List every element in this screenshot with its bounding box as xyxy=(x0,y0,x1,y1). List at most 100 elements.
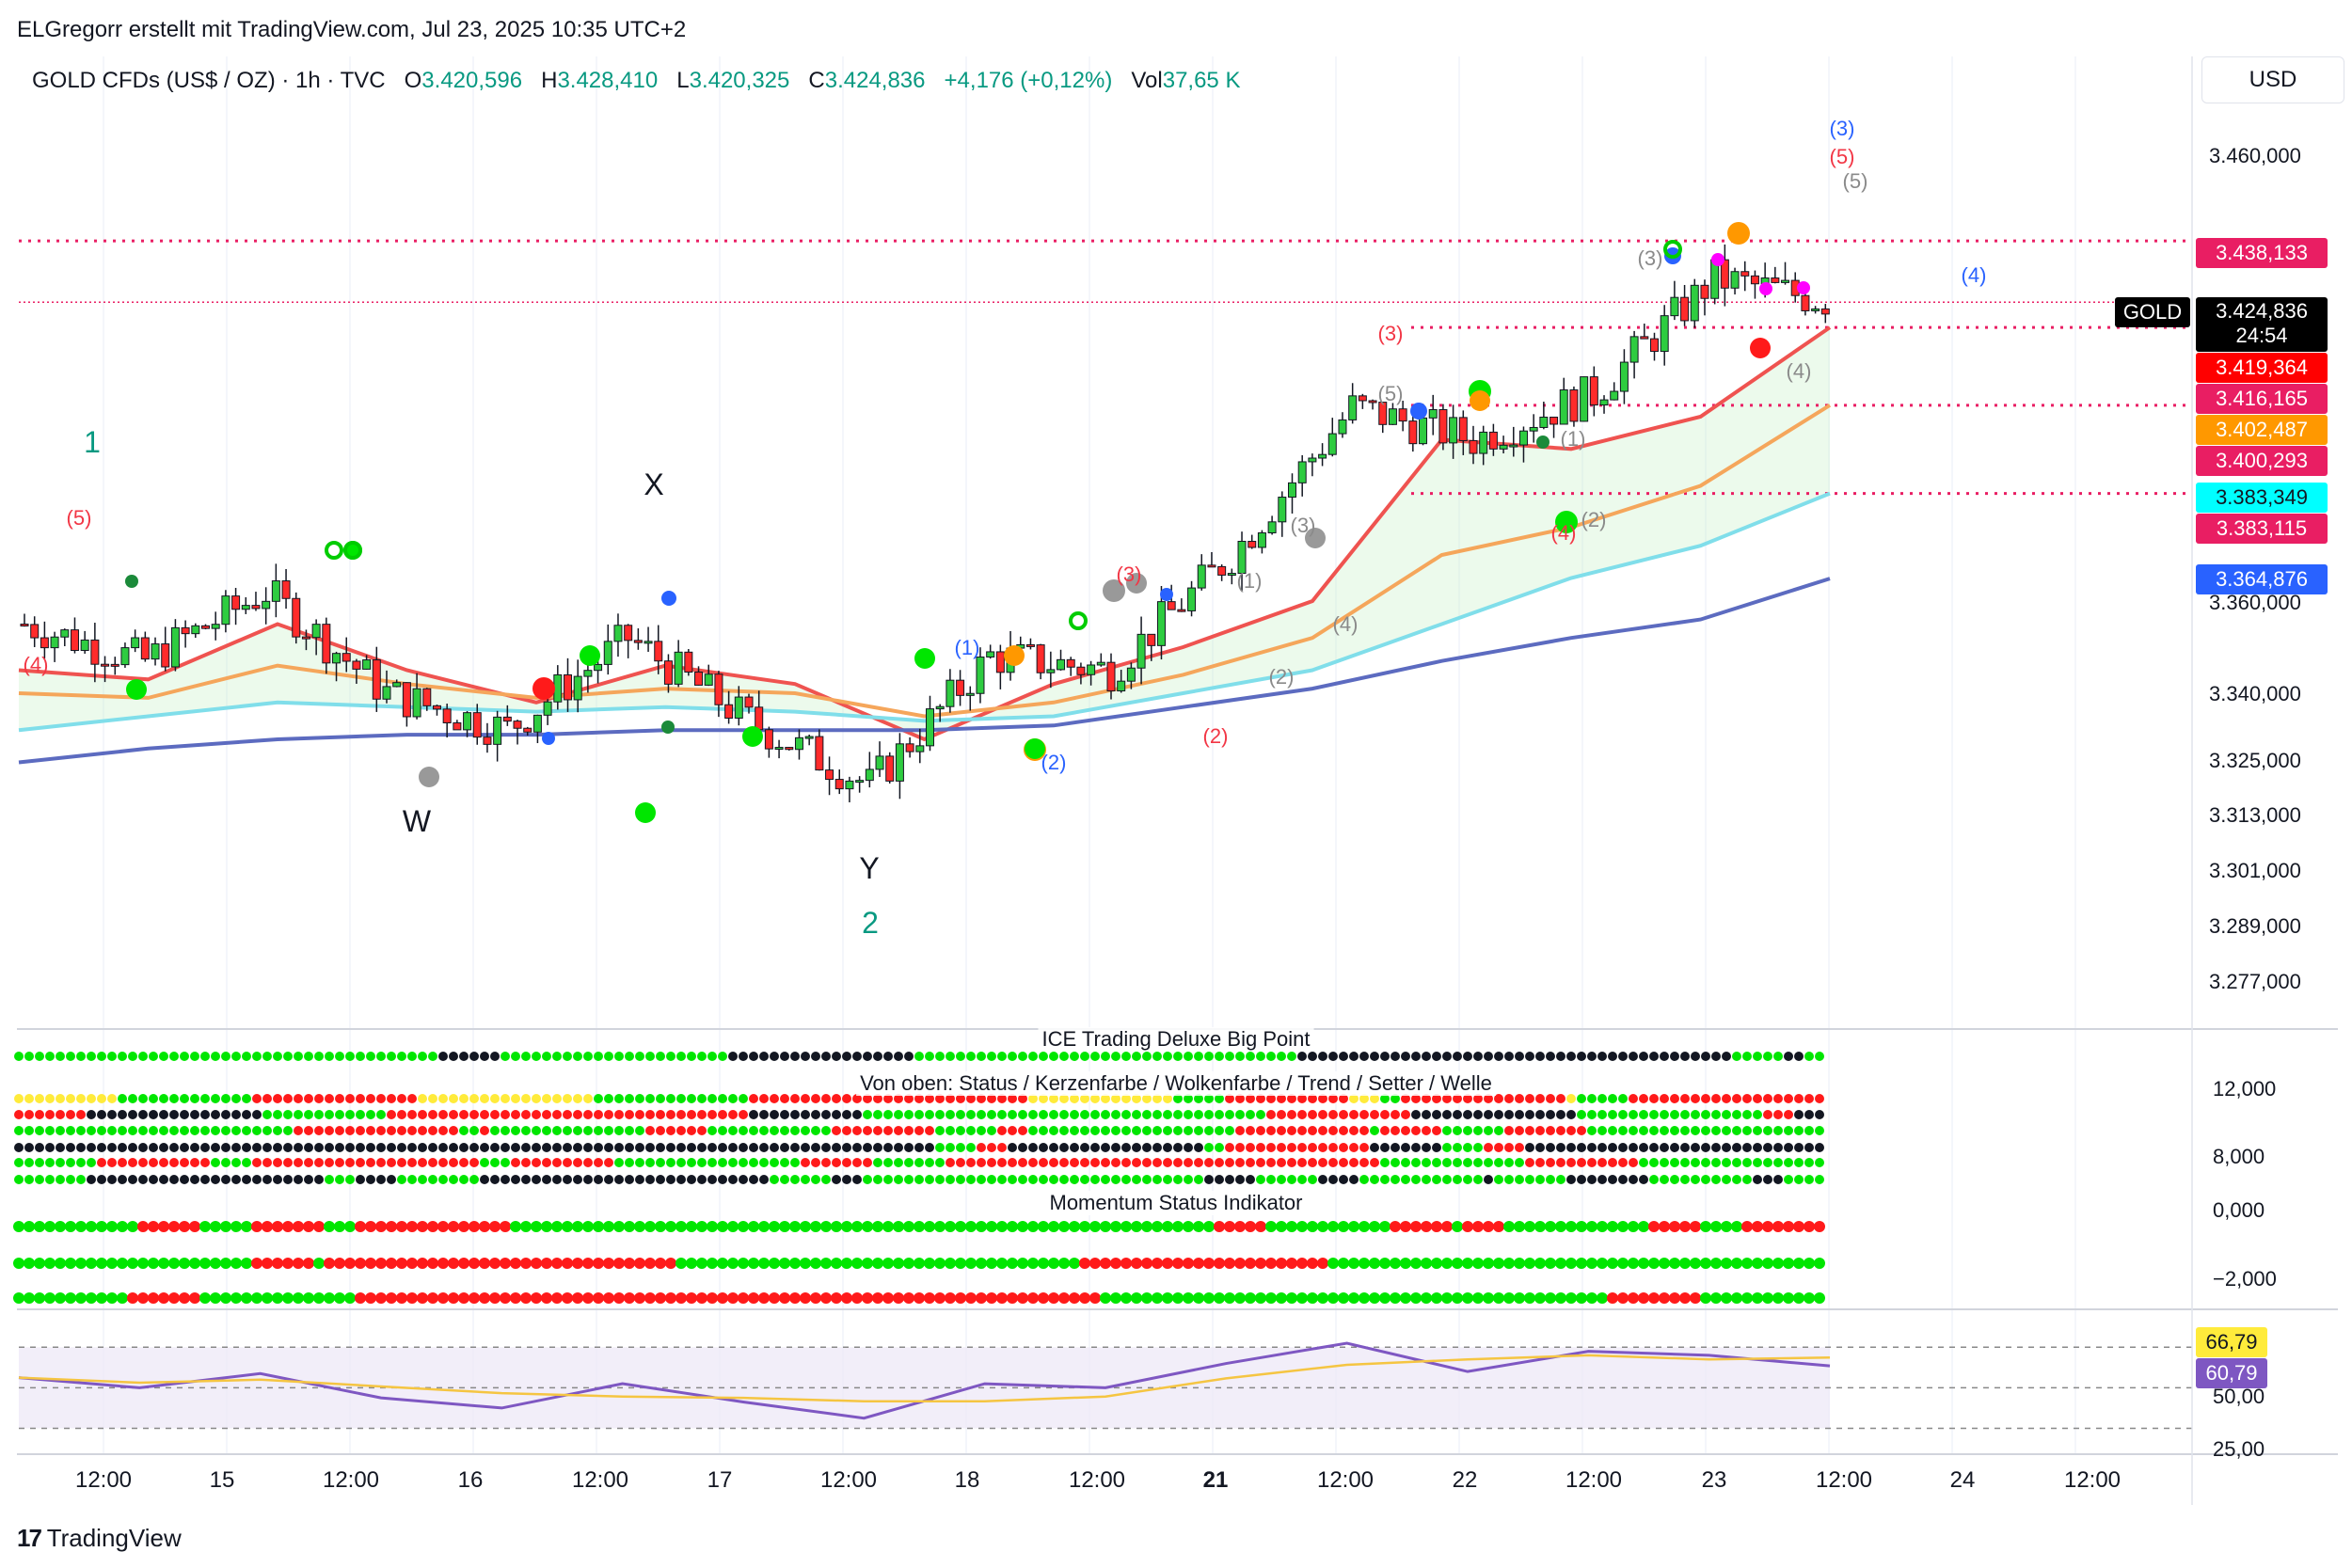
status-dot xyxy=(97,1052,106,1061)
status-dot xyxy=(1173,1126,1183,1135)
candle-body xyxy=(1419,417,1428,445)
status-dot xyxy=(687,1110,696,1119)
status-dot xyxy=(1504,1110,1514,1119)
bar-countdown: 24:54 xyxy=(2235,324,2288,347)
momentum-dot xyxy=(1296,1292,1308,1304)
status-dot xyxy=(1566,1094,1576,1103)
candle-body xyxy=(704,673,713,686)
status-dot xyxy=(490,1175,500,1184)
status-dot xyxy=(490,1126,500,1135)
status-dot xyxy=(252,1175,262,1184)
status-dot xyxy=(262,1052,272,1061)
momentum-dot xyxy=(1648,1221,1660,1232)
status-dot xyxy=(821,1158,831,1167)
status-dot xyxy=(438,1110,448,1119)
status-dot xyxy=(190,1126,199,1135)
momentum-dot xyxy=(251,1292,262,1304)
momentum-dot xyxy=(738,1292,749,1304)
status-dot xyxy=(521,1126,531,1135)
status-dot xyxy=(428,1158,437,1167)
status-dot xyxy=(325,1126,334,1135)
status-dot xyxy=(1349,1110,1359,1119)
status-dot xyxy=(138,1126,148,1135)
status-dot xyxy=(56,1052,65,1061)
status-dot xyxy=(1142,1094,1152,1103)
cloud-area xyxy=(19,327,1830,739)
wave-label: 1 xyxy=(84,425,101,459)
status-dot xyxy=(35,1158,44,1167)
status-dot xyxy=(1597,1126,1607,1135)
status-dot xyxy=(1370,1126,1379,1135)
momentum-dot xyxy=(613,1292,625,1304)
momentum-dot xyxy=(1141,1292,1152,1304)
status-dot xyxy=(314,1143,324,1152)
status-dot xyxy=(1173,1158,1183,1167)
status-dot xyxy=(1101,1094,1110,1103)
status-dot xyxy=(169,1052,179,1061)
status-dot xyxy=(635,1158,644,1167)
price-tick: 3.360,000 xyxy=(2209,591,2301,614)
status-dot xyxy=(1525,1110,1534,1119)
status-dot xyxy=(1670,1158,1679,1167)
status-dot xyxy=(128,1175,137,1184)
currency-button[interactable]: USD xyxy=(2201,56,2344,103)
momentum-dot xyxy=(86,1292,97,1304)
momentum-dot xyxy=(562,1292,573,1304)
status-dot xyxy=(1297,1094,1307,1103)
candle-body xyxy=(131,637,140,649)
status-dot xyxy=(1049,1143,1058,1152)
change-value: +4,176 (+0,12%) xyxy=(944,68,1113,93)
status-dot xyxy=(552,1158,562,1167)
status-dot xyxy=(1587,1175,1597,1184)
status-dot xyxy=(1670,1094,1679,1103)
grid xyxy=(103,56,2076,1454)
momentum-indicator-dots xyxy=(13,1221,1825,1304)
status-dot xyxy=(1411,1052,1421,1061)
status-dot xyxy=(1256,1052,1265,1061)
time-tick: 12:00 xyxy=(1565,1467,1623,1493)
momentum-dot xyxy=(324,1292,335,1304)
momentum-dot xyxy=(800,1221,811,1232)
status-dot xyxy=(345,1158,355,1167)
status-dot xyxy=(221,1094,230,1103)
momentum-dot xyxy=(117,1221,128,1232)
status-dot xyxy=(873,1094,882,1103)
indicator-title[interactable]: ICE Trading Deluxe Big Point xyxy=(1038,1027,1314,1052)
time-tick: 12:00 xyxy=(571,1467,629,1493)
status-dot xyxy=(1308,1143,1317,1152)
status-dot xyxy=(946,1126,955,1135)
symbol-label[interactable]: GOLD CFDs (US$ / OZ) · 1h · TVC xyxy=(32,68,386,93)
status-dot xyxy=(1680,1143,1690,1152)
status-dot xyxy=(1225,1175,1234,1184)
status-dot xyxy=(1556,1175,1565,1184)
status-dot xyxy=(24,1052,34,1061)
candle-body xyxy=(1650,338,1659,353)
momentum-dot xyxy=(1110,1292,1121,1304)
status-dot xyxy=(728,1126,738,1135)
momentum-dot xyxy=(469,1258,480,1269)
momentum-dot xyxy=(1058,1221,1070,1232)
momentum-dot xyxy=(955,1221,966,1232)
status-dot xyxy=(107,1052,117,1061)
status-dot xyxy=(469,1110,479,1119)
status-dot xyxy=(1546,1094,1555,1103)
status-dot xyxy=(490,1143,500,1152)
momentum-dot xyxy=(262,1292,273,1304)
status-dot xyxy=(1794,1052,1804,1061)
status-dot xyxy=(418,1158,427,1167)
status-dot xyxy=(304,1175,313,1184)
indicator-title[interactable]: Momentum Status Indikator xyxy=(1045,1191,1307,1215)
momentum-dot xyxy=(220,1221,231,1232)
status-dot xyxy=(1121,1143,1131,1152)
momentum-dot xyxy=(137,1258,149,1269)
status-dot xyxy=(666,1052,675,1061)
status-dot xyxy=(542,1094,551,1103)
status-dot xyxy=(511,1126,520,1135)
tradingview-logo[interactable]: 17 TradingView xyxy=(17,1524,182,1552)
status-dot xyxy=(1411,1158,1421,1167)
status-dot xyxy=(1732,1143,1741,1152)
status-dot xyxy=(873,1052,882,1061)
status-dot xyxy=(459,1094,469,1103)
status-dot xyxy=(645,1094,655,1103)
